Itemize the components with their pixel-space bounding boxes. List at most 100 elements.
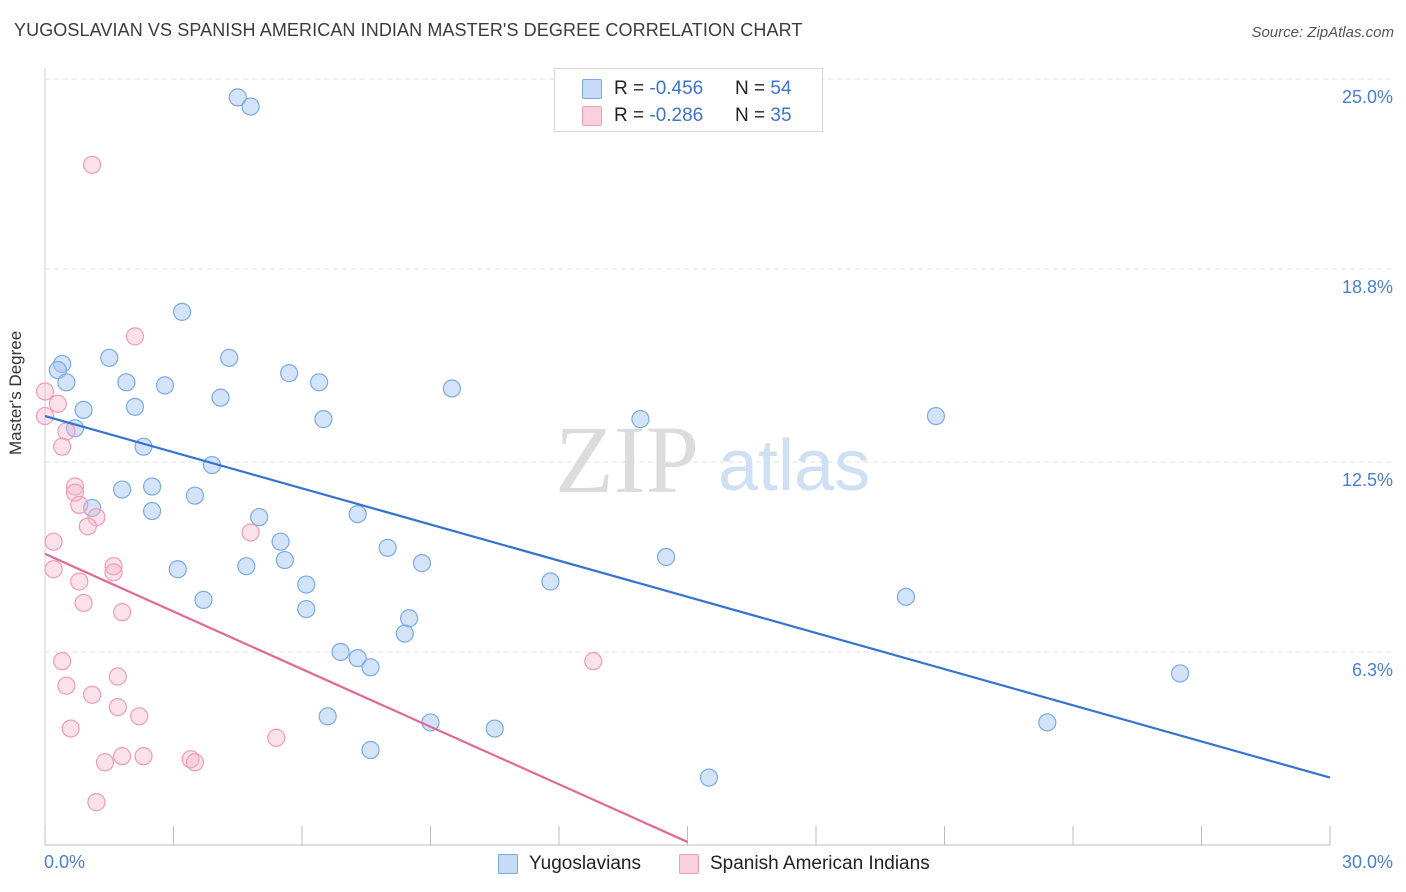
yugoslavian-point (117, 373, 136, 392)
yugoslavian-point (185, 486, 205, 505)
yugoslavian-point (348, 504, 367, 524)
spanish-point (108, 698, 127, 717)
source-label: Source: ZipAtlas.com (1251, 24, 1394, 41)
yugoslavian-point (211, 388, 230, 407)
yugoslavian-point (237, 557, 256, 576)
spanish-point (185, 753, 205, 772)
yugoslavian-point (220, 348, 239, 367)
spanish-point (44, 560, 63, 579)
spanish-point (35, 382, 55, 401)
spanish-point (70, 572, 89, 591)
spanish-point (112, 747, 132, 766)
y-tick-label: 6.3% (1351, 659, 1393, 680)
yugoslavian-point (1170, 664, 1190, 683)
legend-n-value: 35 (770, 105, 792, 126)
y-tick-label: 12.5% (1341, 470, 1393, 490)
legend-n-label: N = (735, 78, 771, 99)
spanish-point (108, 667, 127, 686)
yugoslavian-point (331, 642, 350, 662)
yugoslavian-point (442, 379, 462, 398)
legend-swatch-pink (582, 106, 602, 126)
spanish-point (48, 394, 67, 413)
axes (44, 68, 1331, 846)
yugoslavian-point (142, 501, 162, 521)
yugoslavian-point (142, 477, 162, 496)
bottom-legend-swatch-pink (679, 854, 699, 874)
yugoslavian-point (699, 768, 719, 787)
x-tick-min: 0.0% (44, 852, 86, 872)
yugoslavian-point (348, 648, 367, 668)
yugoslavian-point (310, 373, 329, 392)
spanish-points (35, 155, 603, 812)
yugoslavian-point (74, 400, 93, 420)
spanish-point (130, 707, 149, 726)
legend-r-value: -0.286 (649, 105, 704, 126)
spanish-point (83, 685, 102, 704)
yugoslavian-point (412, 554, 432, 573)
yugoslavian-point (297, 575, 316, 594)
yugoslavian-point (168, 560, 187, 579)
watermark: ZIP atlas (555, 406, 870, 513)
bottom-legend-swatch-blue (498, 854, 518, 874)
yugoslavian-point (485, 719, 504, 738)
legend-r-label: R = (614, 105, 650, 126)
yugoslavian-point (656, 547, 676, 567)
spanish-point (70, 495, 89, 514)
spanish-point (44, 532, 63, 551)
spanish-point (87, 793, 106, 812)
yugoslavian-point (134, 437, 153, 456)
yugoslavian-point (395, 624, 414, 643)
yugoslavian-point (631, 410, 650, 429)
legend-swatch-blue (582, 79, 602, 99)
spanish-point (53, 437, 72, 456)
spanish-point (112, 603, 132, 622)
spanish-point (267, 728, 286, 747)
yugoslavian-point (318, 707, 337, 726)
yugoslavian-point (250, 508, 269, 527)
watermark-zip: ZIP (555, 406, 699, 513)
yugoslavian-point (361, 658, 380, 677)
legend: R = -0.456 N = 54 R = -0.286 N = 35 (554, 68, 823, 132)
yugoslavian-point (1038, 713, 1057, 732)
spanish-point (53, 652, 72, 671)
spanish-point (134, 747, 153, 766)
yugoslavian-point (275, 550, 294, 570)
legend-row-spanish: R = -0.286 N = 35 (555, 102, 822, 128)
yugoslavian-point (297, 599, 316, 619)
spanish-point (74, 593, 93, 613)
yugoslavian-point (194, 590, 213, 609)
yugoslavian-point (280, 364, 299, 383)
yugoslavian-point (125, 397, 145, 416)
bottom-legend-yugoslavians: Yugoslavians (529, 853, 641, 874)
yugoslavian-point (100, 348, 119, 367)
spanish-point (65, 477, 85, 496)
spanish-point (57, 422, 76, 441)
spanish-point (57, 676, 76, 695)
yugoslavian-point (57, 373, 76, 392)
spanish-point (584, 652, 603, 671)
yugoslavian-point (172, 302, 192, 321)
trend-lines (44, 414, 1331, 843)
yugoslavian-point (314, 410, 333, 429)
yugoslavian-point (241, 97, 260, 116)
yugoslavian-point (361, 740, 380, 760)
yugoslavian-point (271, 532, 290, 551)
yugoslavian-point (112, 480, 132, 499)
x-tick-max: 30.0% (1341, 852, 1393, 872)
legend-r-value: -0.456 (649, 78, 704, 99)
spanish-point (125, 327, 145, 346)
spanish-point (104, 563, 123, 582)
spanish-point (241, 523, 260, 542)
y-tick-label: 25.0% (1341, 87, 1393, 107)
yugoslavians-points (48, 88, 1190, 787)
y-tick-label: 18.8% (1341, 276, 1393, 297)
yugoslavian-point (926, 406, 946, 426)
spanish-point (95, 753, 115, 772)
yugoslavian-point (155, 376, 175, 395)
bottom-legend-spanish: Spanish American Indians (710, 853, 930, 874)
yugoslavian-point (541, 572, 560, 591)
spanish-trend-line (44, 552, 688, 843)
spanish-point (83, 155, 102, 174)
chart-title: YUGOSLAVIAN VS SPANISH AMERICAN INDIAN M… (14, 20, 803, 40)
